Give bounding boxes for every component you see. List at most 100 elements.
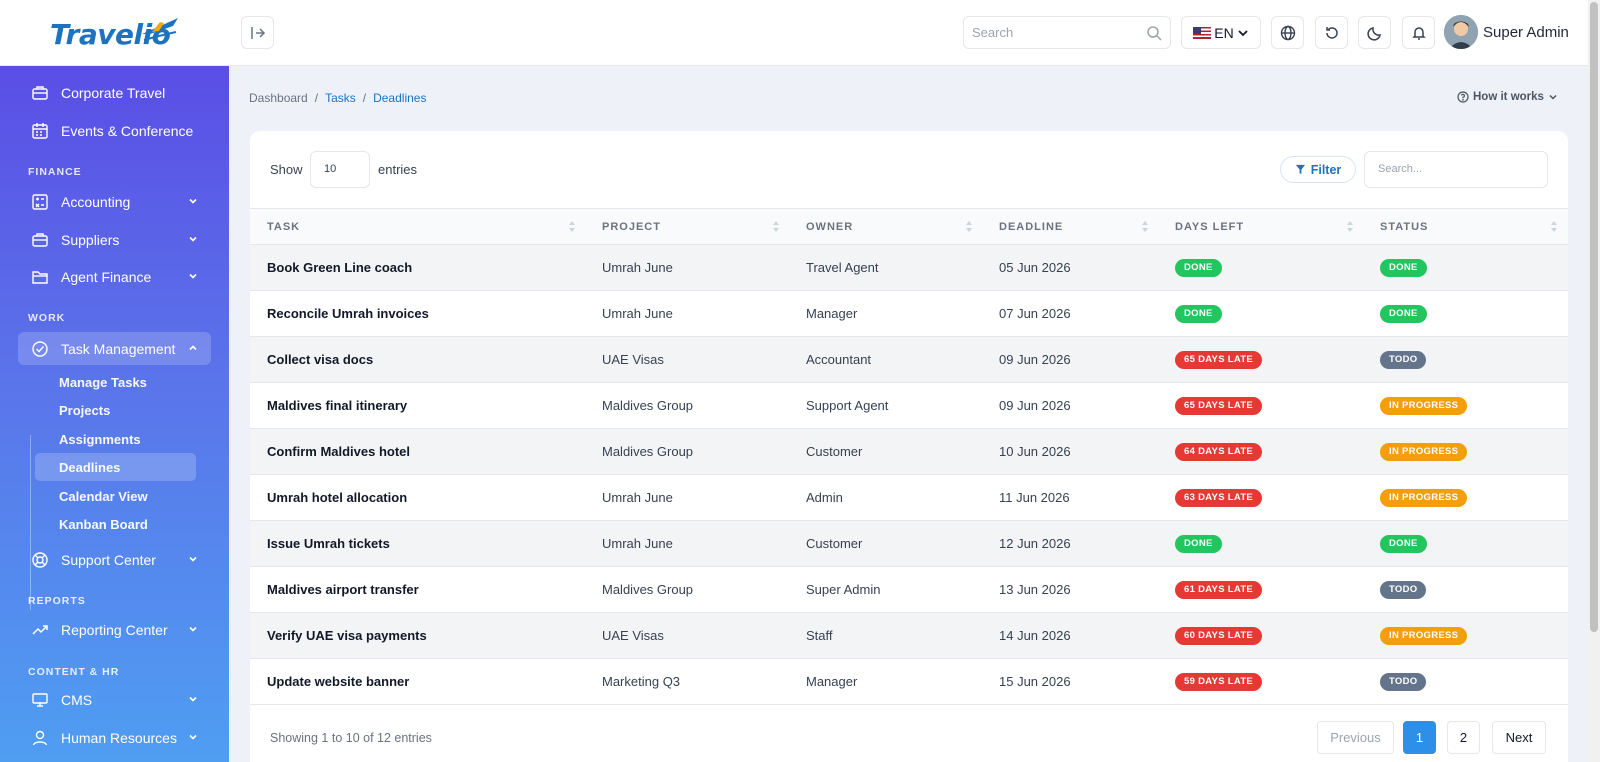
table-header: TASK PROJECT OWNER DEADLINE DAYS LEFT ST… [250, 208, 1568, 245]
cell-project: Marketing Q3 [602, 674, 681, 689]
filter-button[interactable]: Filter [1280, 156, 1356, 183]
days-left-badge: 60 DAYS LATE [1175, 627, 1263, 645]
table-row[interactable]: Confirm Maldives hotel Maldives Group Cu… [250, 429, 1568, 475]
global-search-input[interactable] [972, 25, 1132, 40]
cell-owner: Accountant [806, 352, 872, 367]
cell-owner: Manager [806, 674, 858, 689]
table-row[interactable]: Issue Umrah tickets Umrah June Customer … [250, 521, 1568, 567]
chevron-down-icon [189, 734, 197, 740]
status-badge: TODO [1380, 581, 1427, 599]
page-scrollbar[interactable] [1588, 0, 1600, 762]
sidebar: Corporate Travel Events & Conference FIN… [0, 66, 229, 762]
table-row[interactable]: Maldives airport transfer Maldives Group… [250, 567, 1568, 613]
sidebar-item-label: Reporting Center [61, 621, 168, 638]
deadlines-table-card: Show 10 entries Filter TASK PROJECT OWNE… [250, 131, 1568, 762]
search-icon [1147, 26, 1162, 41]
language-selector[interactable]: EN [1181, 16, 1261, 49]
table-search-input[interactable] [1378, 163, 1528, 175]
sort-icon[interactable] [568, 220, 576, 233]
theme-toggle-button[interactable] [1358, 16, 1391, 49]
sidebar-item-corporate-travel[interactable]: Corporate Travel [18, 76, 211, 109]
notifications-button[interactable] [1402, 16, 1435, 49]
language-code: EN [1214, 24, 1234, 41]
sort-icon[interactable] [965, 220, 973, 233]
cell-task: Issue Umrah tickets [267, 536, 390, 551]
table-search[interactable] [1364, 151, 1548, 188]
sidebar-subitem-projects[interactable]: Projects [59, 402, 111, 418]
sidebar-collapse-button[interactable] [241, 16, 274, 49]
sort-icon[interactable] [1346, 220, 1354, 233]
sidebar-item-events[interactable]: Events & Conference [18, 114, 211, 147]
table-row[interactable]: Collect visa docs UAE Visas Accountant 0… [250, 337, 1568, 383]
sidebar-item-agent-finance[interactable]: Agent Finance [18, 260, 211, 293]
sidebar-subitem-assignments[interactable]: Assignments [59, 431, 141, 447]
table-row[interactable]: Book Green Line coach Umrah June Travel … [250, 245, 1568, 291]
avatar[interactable] [1444, 15, 1478, 49]
trend-icon [31, 621, 49, 639]
entries-label: entries [378, 162, 418, 177]
column-header-days-left[interactable]: DAYS LEFT [1175, 221, 1245, 233]
bell-icon [1411, 26, 1426, 40]
table-row[interactable]: Update website banner Marketing Q3 Manag… [250, 659, 1568, 705]
sidebar-subitem-calendar-view[interactable]: Calendar View [59, 488, 148, 504]
sidebar-subitem-kanban-board[interactable]: Kanban Board [59, 516, 148, 532]
refresh-button[interactable] [1315, 16, 1348, 49]
table-row[interactable]: Verify UAE visa payments UAE Visas Staff… [250, 613, 1568, 659]
sidebar-item-accounting[interactable]: Accounting [18, 185, 211, 218]
filter-label: Filter [1310, 162, 1342, 177]
entries-per-page-select[interactable]: 10 [310, 151, 370, 188]
breadcrumb-dashboard[interactable]: Dashboard [249, 91, 308, 105]
scrollbar-thumb[interactable] [1590, 2, 1598, 632]
travelio-logo[interactable]: Travelio [50, 14, 180, 54]
status-badge: IN PROGRESS [1380, 489, 1468, 507]
table-row[interactable]: Umrah hotel allocation Umrah June Admin … [250, 475, 1568, 521]
page-2-button[interactable]: 2 [1447, 721, 1480, 754]
user-name[interactable]: Super Admin [1483, 24, 1569, 41]
cell-task: Confirm Maldives hotel [267, 444, 411, 459]
cell-deadline: 12 Jun 2026 [999, 536, 1071, 551]
sidebar-item-label: Events & Conference [61, 122, 194, 139]
column-header-status[interactable]: STATUS [1380, 221, 1429, 233]
days-left-badge: DONE [1175, 535, 1222, 553]
globe-button[interactable] [1271, 16, 1304, 49]
sidebar-item-label: Suppliers [61, 231, 120, 248]
sidebar-item-suppliers[interactable]: Suppliers [18, 223, 211, 256]
sort-icon[interactable] [1141, 220, 1149, 233]
sort-icon[interactable] [1550, 220, 1558, 233]
sidebar-subitem-deadlines[interactable]: Deadlines [35, 453, 196, 481]
table-row[interactable]: Maldives final itinerary Maldives Group … [250, 383, 1568, 429]
column-header-owner[interactable]: OWNER [806, 221, 854, 233]
sidebar-item-reporting-center[interactable]: Reporting Center [18, 613, 211, 646]
days-left-badge: 65 DAYS LATE [1175, 397, 1263, 415]
previous-page-button[interactable]: Previous [1317, 721, 1394, 754]
sidebar-item-cms[interactable]: CMS [18, 683, 211, 716]
page-1-button[interactable]: 1 [1403, 721, 1436, 754]
chevron-down-icon [189, 696, 197, 702]
column-header-deadline[interactable]: DEADLINE [999, 221, 1064, 233]
sidebar-item-label: Accounting [61, 193, 131, 210]
moon-icon [1366, 26, 1381, 41]
sidebar-item-support-center[interactable]: Support Center [18, 543, 211, 576]
sidebar-subitem-manage-tasks[interactable]: Manage Tasks [59, 374, 147, 390]
cell-deadline: 13 Jun 2026 [999, 582, 1071, 597]
next-page-button[interactable]: Next [1492, 721, 1546, 754]
column-header-task[interactable]: TASK [267, 221, 301, 233]
cell-task: Reconcile Umrah invoices [267, 306, 429, 321]
logo-text: Travelio [50, 18, 171, 51]
plane-icon [142, 18, 178, 41]
cell-task: Maldives airport transfer [267, 582, 419, 597]
sidebar-item-task-management[interactable]: Task Management [18, 332, 211, 365]
how-it-works-button[interactable]: How it works [1457, 91, 1558, 103]
cell-owner: Super Admin [806, 582, 881, 597]
sidebar-item-human-resources[interactable]: Human Resources [18, 721, 211, 754]
global-search[interactable] [963, 16, 1171, 49]
chevron-down-icon [189, 198, 197, 204]
breadcrumb-deadlines[interactable]: Deadlines [373, 91, 427, 105]
table-row[interactable]: Reconcile Umrah invoices Umrah June Mana… [250, 291, 1568, 337]
column-header-project[interactable]: PROJECT [602, 221, 661, 233]
section-finance: FINANCE [28, 166, 82, 178]
breadcrumb-tasks[interactable]: Tasks [325, 91, 356, 105]
status-badge: IN PROGRESS [1380, 627, 1468, 645]
sort-icon[interactable] [772, 220, 780, 233]
calendar-icon [31, 122, 49, 140]
